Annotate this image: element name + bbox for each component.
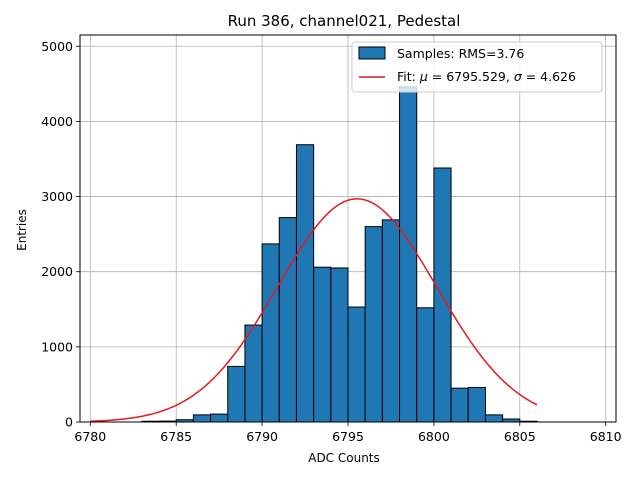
x-tick-label: 6780 [74, 429, 106, 444]
x-tick-label: 6785 [160, 429, 192, 444]
x-tick-label: 6800 [418, 429, 450, 444]
histogram-bar [416, 307, 435, 423]
histogram-bar [450, 387, 469, 423]
histogram-bar [330, 267, 349, 423]
y-tick-label: 2000 [41, 264, 73, 279]
x-tick-label: 6790 [246, 429, 278, 444]
x-tick-label: 6805 [504, 429, 536, 444]
histogram-bar [210, 413, 229, 423]
histogram-bar [192, 414, 212, 423]
histogram-bar [484, 414, 504, 423]
histogram-bar [227, 365, 246, 423]
legend-fit-mu-text: = 6795.529, [428, 69, 514, 84]
histogram-bar [381, 219, 401, 423]
x-axis-ticks: 6780 6785 6790 6795 6800 6805 6810 [74, 422, 622, 444]
legend-fit-sigma-text: = 4.626 [522, 69, 576, 84]
y-tick-label: 3000 [41, 189, 73, 204]
histogram-bars [141, 86, 538, 423]
histogram-bar [295, 144, 315, 423]
legend: Samples: RMS=3.76 Fit: μ = 6795.529, σ =… [351, 41, 603, 93]
legend-sigma-symbol: σ [514, 69, 523, 84]
histogram-bar [244, 324, 263, 423]
histogram-bar [347, 306, 366, 423]
fit-curve [90, 198, 538, 422]
legend-samples-label: Samples: RMS=3.76 [397, 46, 524, 61]
y-tick-label: 0 [65, 415, 73, 430]
legend-fit-prefix: Fit: [397, 69, 420, 84]
legend-box [351, 41, 603, 93]
histogram-bar [261, 243, 280, 423]
legend-samples-swatch [358, 46, 386, 60]
legend-fit-label: Fit: μ = 6795.529, σ = 4.626 [397, 69, 576, 84]
histogram-bar [467, 386, 486, 423]
histogram-bar [433, 167, 452, 423]
histogram-bar [313, 266, 332, 423]
y-tick-label: 5000 [41, 39, 73, 54]
legend-mu-symbol: μ [419, 69, 428, 84]
histogram-bar [278, 217, 297, 423]
y-axis-ticks: 0 1000 2000 3000 4000 5000 [41, 39, 80, 430]
histogram-bar [399, 86, 418, 423]
y-tick-label: 1000 [41, 339, 73, 354]
chart-title: Run 386, channel021, Pedestal [228, 12, 461, 30]
histogram-bar [364, 226, 383, 423]
x-tick-label: 6810 [590, 429, 622, 444]
x-axis-label: ADC Counts [308, 451, 380, 465]
y-axis-label: Entries [15, 209, 29, 251]
y-tick-label: 4000 [41, 114, 73, 129]
x-tick-label: 6795 [332, 429, 364, 444]
